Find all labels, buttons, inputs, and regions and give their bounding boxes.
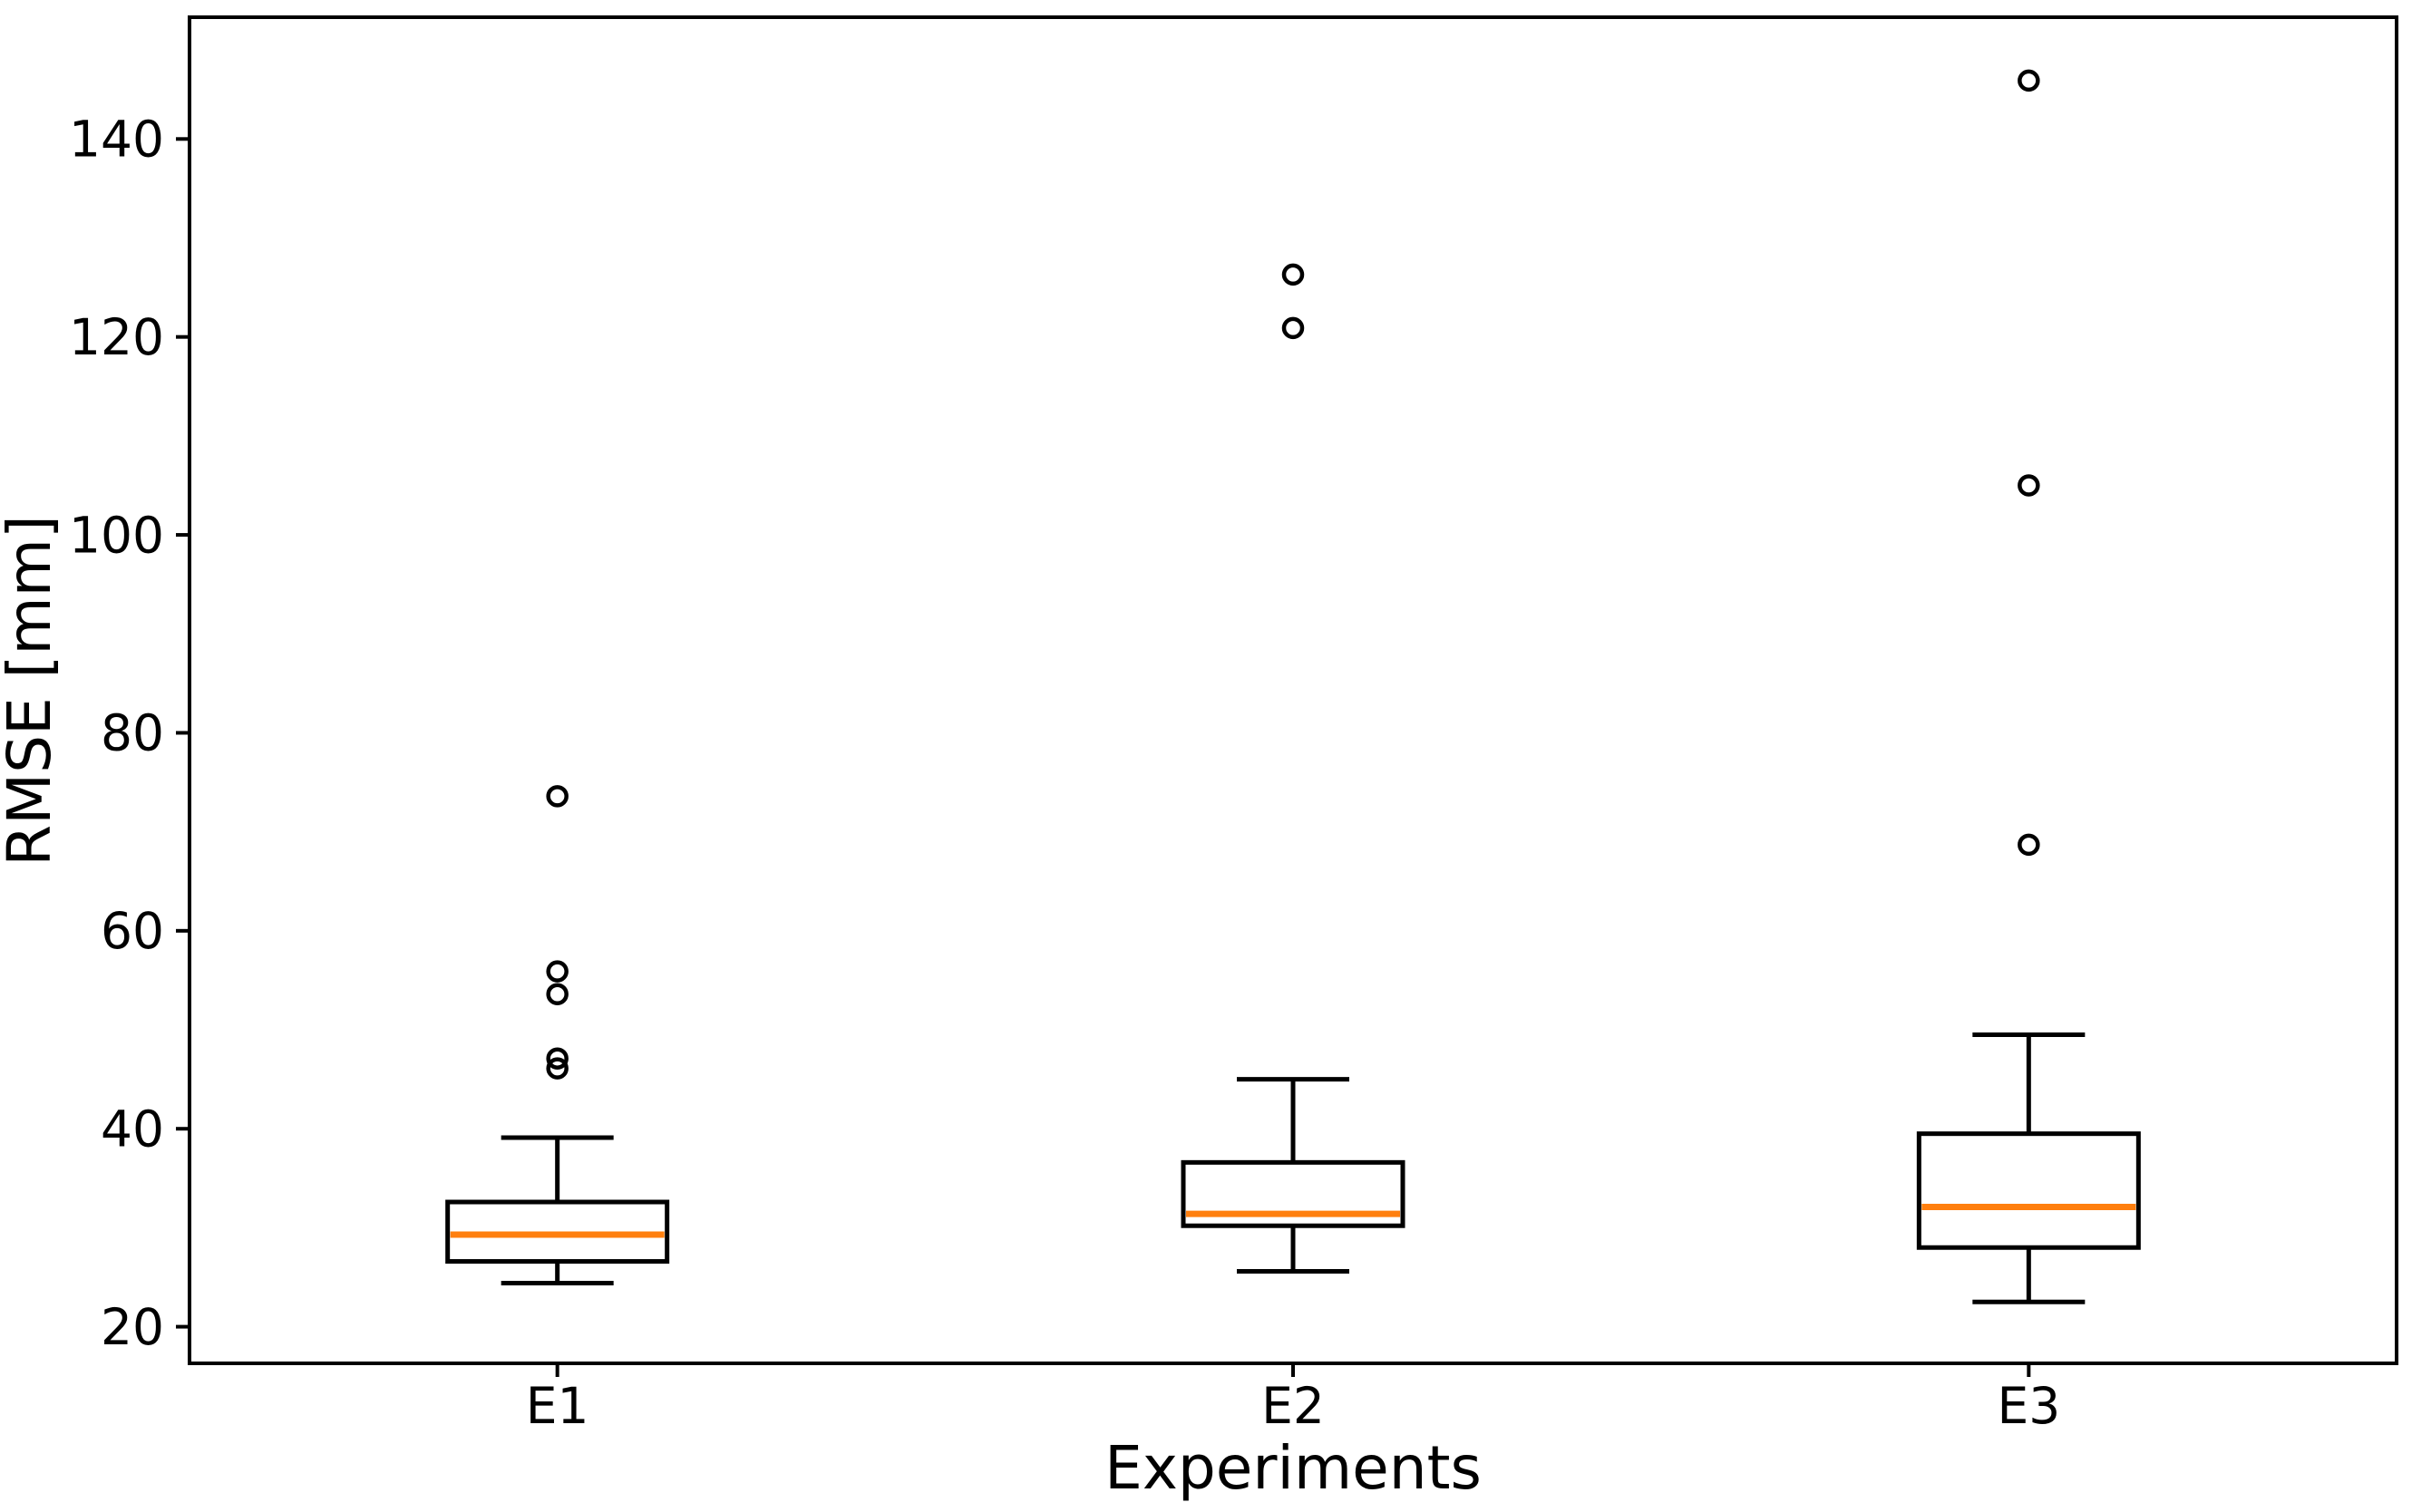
iqr-box [1916,1131,2141,1250]
plot-area: 20 40 60 80 100 120 140 E1 E2 E3 [69,15,2398,1435]
x-tick-label: E3 [1997,1377,2060,1435]
box-E2 [1181,263,1405,1274]
y-tick-label: 60 [101,902,164,960]
outlier-point [2018,474,2040,497]
y-tick-label: 100 [69,506,164,564]
outlier-point [546,1047,569,1070]
box-E1 [445,785,670,1286]
box-E3 [1916,69,2141,1304]
y-tick-label: 40 [101,1100,164,1158]
y-tick-label: 80 [101,704,164,762]
outlier-point [2018,833,2040,857]
outlier-point [1281,263,1305,286]
y-tick-label: 140 [69,111,164,169]
y-tick-label: 120 [69,308,164,366]
outlier-point [2018,69,2040,92]
y-tick-label: 20 [101,1298,164,1356]
outlier-point [1281,316,1305,340]
outlier-point [546,983,569,1005]
outlier-point [546,1057,569,1080]
outlier-point [546,785,569,808]
x-tick-label: E1 [526,1377,589,1435]
x-tick-label: E2 [1261,1377,1325,1435]
outlier-point [546,960,569,983]
x-axis-label: Experiments [1104,1433,1482,1503]
y-axis-label: RMSE [mm] [0,515,64,866]
